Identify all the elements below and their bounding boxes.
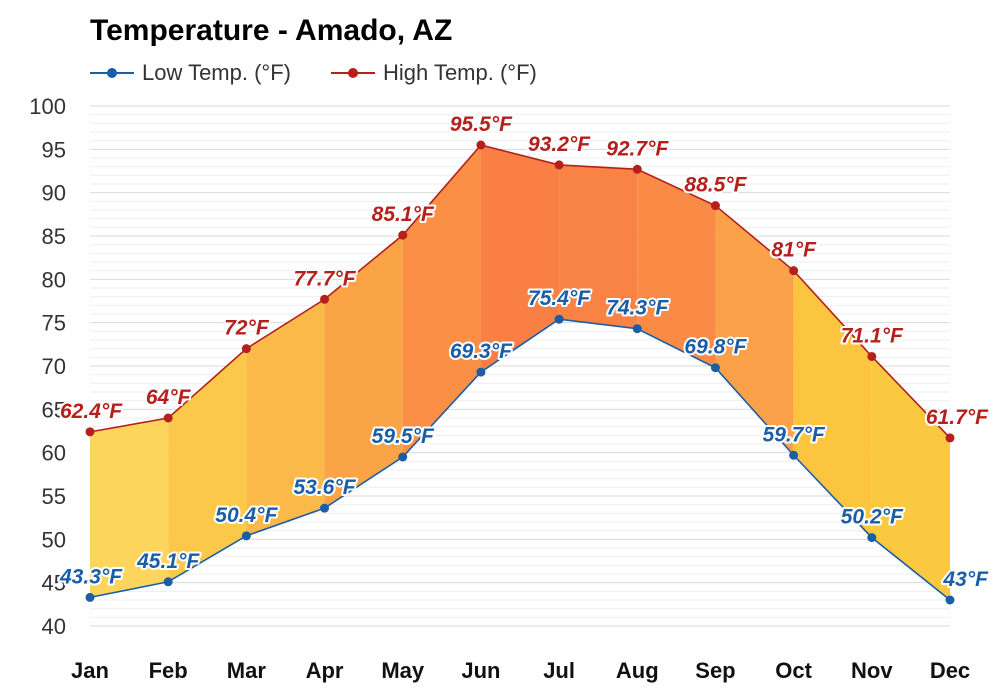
low-temp-label-jan: 43.3°F (59, 565, 123, 588)
high-temp-label-jun: 95.5°F (450, 113, 513, 136)
x-tick-label-mar: Mar (227, 658, 267, 683)
low-temp-label-may: 59.5°F (372, 425, 435, 448)
legend-item-low[interactable]: Low Temp. (°F) (90, 60, 291, 86)
low-temp-point-jul[interactable] (554, 314, 564, 324)
high-temp-label-aug: 92.7°F (606, 137, 669, 160)
x-tick-label-jan: Jan (71, 658, 109, 683)
y-tick-label: 40 (42, 614, 66, 639)
temp-band-mar (246, 299, 325, 536)
legend-high-swatch (330, 68, 375, 78)
low-temp-point-jan[interactable] (85, 592, 95, 602)
y-tick-label: 100 (29, 94, 66, 119)
x-tick-label-dec: Dec (930, 658, 970, 683)
high-temp-label-jul: 93.2°F (528, 133, 591, 156)
high-temp-label-may: 85.1°F (372, 203, 435, 226)
low-temp-point-nov[interactable] (867, 533, 877, 543)
x-tick-label-sep: Sep (695, 658, 735, 683)
y-tick-label: 45 (42, 571, 66, 596)
temp-band-feb (168, 348, 247, 582)
low-temp-label-jul: 75.4°F (528, 287, 591, 310)
low-temp-label-jun: 69.3°F (450, 340, 513, 363)
axis-layer: 40 45 50 55 60 65 70 75 80 85 90 95 100 Jan Feb Mar Apr M… (29, 94, 970, 683)
low-temp-label-dec: 43°F (942, 568, 989, 591)
high-temp-point-jun[interactable] (476, 140, 486, 150)
temp-band-oct (793, 270, 872, 538)
low-temp-label-sep: 69.8°F (684, 336, 747, 359)
high-temp-point-aug[interactable] (632, 164, 642, 174)
low-temp-point-aug[interactable] (632, 324, 642, 334)
x-tick-label-apr: Apr (306, 658, 344, 683)
y-tick-label: 50 (42, 527, 66, 552)
y-tick-label: 65 (42, 397, 66, 422)
low-temp-point-oct[interactable] (789, 450, 799, 460)
chart-title: Temperature - Amado, AZ (90, 14, 453, 47)
x-tick-label-may: May (381, 658, 425, 683)
temp-band-may (402, 145, 481, 457)
y-tick-label: 80 (42, 267, 66, 292)
x-tick-label-jul: Jul (543, 658, 575, 683)
high-temp-point-sep[interactable] (710, 201, 720, 211)
y-tick-label: 75 (42, 311, 66, 336)
temp-band-sep (715, 205, 794, 456)
temp-band-jun (480, 145, 560, 373)
high-temp-label-nov: 71.1°F (841, 324, 904, 347)
high-temp-point-oct[interactable] (789, 266, 799, 276)
high-temp-point-jan[interactable] (85, 427, 95, 437)
low-temp-point-may[interactable] (398, 452, 408, 462)
high-temp-point-may[interactable] (398, 230, 408, 240)
legend-low-label: Low Temp. (°F) (142, 60, 291, 85)
high-temp-point-nov[interactable] (867, 351, 877, 361)
x-tick-label-nov: Nov (851, 658, 893, 683)
temp-band-aug (637, 169, 716, 368)
temp-band-jan (90, 418, 169, 598)
high-temp-point-jul[interactable] (554, 160, 564, 170)
y-tick-label: 55 (42, 484, 66, 509)
x-tick-label-aug: Aug (616, 658, 659, 683)
low-temp-point-mar[interactable] (241, 531, 251, 541)
high-temp-label-dec: 61.7°F (926, 406, 989, 429)
x-tick-label-oct: Oct (775, 658, 812, 683)
high-temp-label-oct: 81°F (771, 239, 817, 262)
legend-high-label: High Temp. (°F) (382, 60, 537, 85)
high-temp-point-apr[interactable] (320, 294, 330, 304)
y-tick-label: 70 (42, 354, 66, 379)
low-temp-point-feb[interactable] (163, 577, 173, 587)
temp-band-apr (324, 235, 403, 509)
y-tick-label: 85 (42, 224, 66, 249)
low-temp-label-mar: 50.4°F (215, 504, 278, 527)
low-temp-label-aug: 74.3°F (606, 297, 669, 320)
high-temp-point-dec[interactable] (945, 433, 955, 443)
high-temp-label-feb: 64°F (146, 386, 192, 409)
high-temp-label-apr: 77.7°F (293, 267, 356, 290)
high-temp-point-feb[interactable] (163, 413, 173, 423)
x-tick-label-feb: Feb (149, 658, 188, 683)
legend-low-swatch (90, 68, 134, 78)
high-temp-line (89, 144, 951, 439)
high-temp-label-jan: 62.4°F (60, 400, 123, 423)
legend-item-high[interactable]: High Temp. (°F) (330, 60, 537, 86)
label-layer: 62.4°F 64°F 72°F 77.7°F 85.1°F 95.5°F 93.2°F 92… (57, 111, 991, 593)
high-temp-label-sep: 88.5°F (684, 174, 747, 197)
low-temp-point-dec[interactable] (945, 595, 955, 605)
low-temp-point-sep[interactable] (710, 363, 720, 373)
high-temp-label-mar: 72°F (224, 317, 270, 340)
high-temp-point-mar[interactable] (241, 344, 251, 354)
temp-band-nov (871, 356, 950, 600)
legend: Low Temp. (°F) High Temp. (°F) (90, 60, 537, 86)
y-tick-label: 90 (42, 181, 66, 206)
low-temp-label-apr: 53.6°F (293, 476, 356, 499)
low-temp-point-jun[interactable] (476, 367, 486, 377)
line-layer (85, 140, 955, 605)
y-tick-label: 60 (42, 441, 66, 466)
y-tick-label: 95 (42, 137, 66, 162)
low-temp-point-apr[interactable] (320, 503, 330, 513)
low-temp-label-feb: 45.1°F (136, 550, 200, 573)
low-temp-label-oct: 59.7°F (763, 423, 826, 446)
x-tick-label-jun: Jun (461, 658, 500, 683)
low-temp-label-nov: 50.2°F (841, 506, 904, 529)
temp-band-jul (559, 164, 638, 329)
band-layer (90, 145, 950, 600)
low-temp-line (89, 318, 951, 601)
